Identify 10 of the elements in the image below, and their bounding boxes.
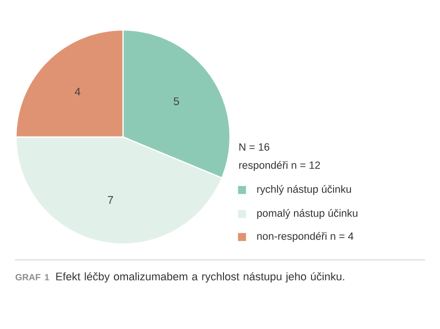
legend-label: pomalý nástup účinku [257, 209, 358, 219]
text: GRAF 1 [16, 274, 50, 280]
legend-label: rychlý nástup účinku [257, 185, 351, 195]
legend-label: non-respondéři n = 4 [257, 232, 354, 242]
text: respondéři n = 12 [239, 161, 320, 171]
data-label: 4 [74, 88, 80, 96]
data-label: 7 [108, 196, 113, 204]
text: N = 16 [239, 143, 270, 151]
text: Efekt léčby omalizumabem a rychlost nástupu jeho účinku. [56, 272, 344, 283]
data-label: 5 [174, 97, 179, 106]
